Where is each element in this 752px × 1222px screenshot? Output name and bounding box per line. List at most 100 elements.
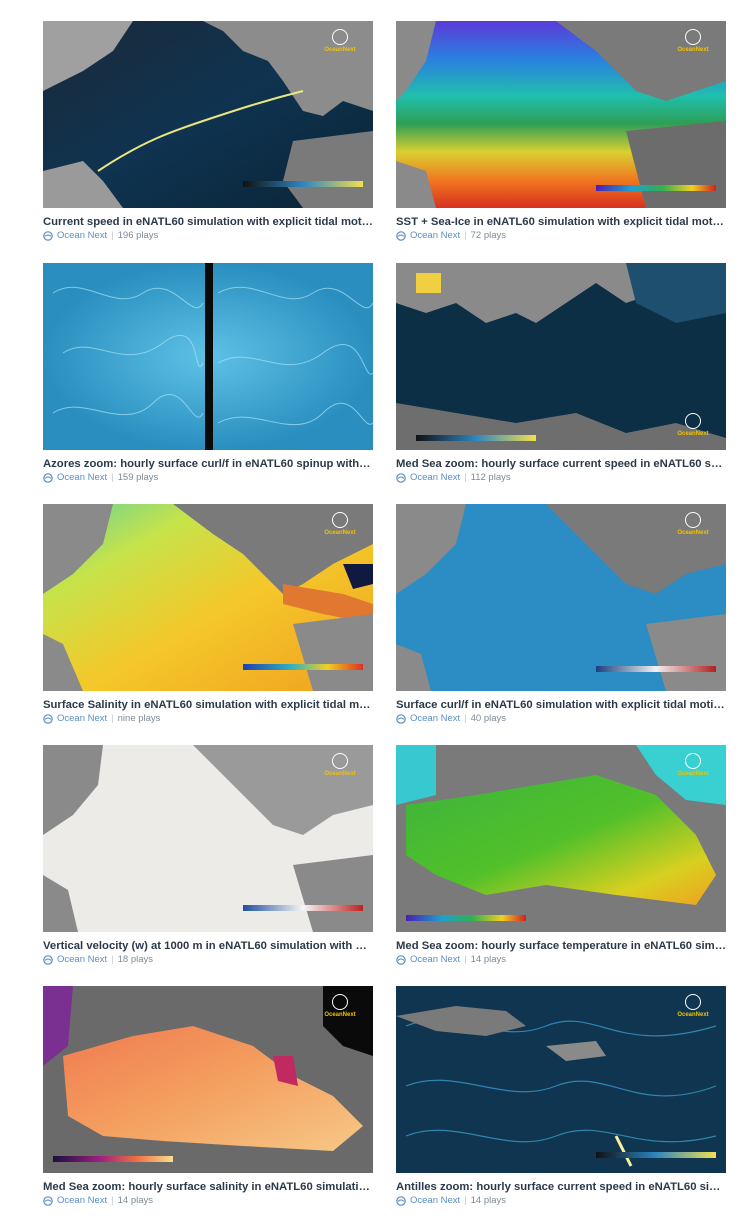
owner-link[interactable]: Ocean Next xyxy=(410,230,461,241)
logo-text: OceanNext xyxy=(677,530,709,536)
owner-link[interactable]: Ocean Next xyxy=(410,472,461,483)
play-count: 18 plays xyxy=(117,954,154,965)
video-thumbnail[interactable]: OceanNext xyxy=(43,745,373,932)
owner-link[interactable]: Ocean Next xyxy=(57,1195,108,1206)
play-count: 14 plays xyxy=(117,1195,154,1206)
ocean-next-avatar-icon xyxy=(43,473,53,483)
ocean-next-logo-icon: OceanNext xyxy=(670,512,716,536)
owner-link[interactable]: Ocean Next xyxy=(57,713,108,724)
video-card[interactable]: OceanNext Surface Salinity in eNATL60 si… xyxy=(43,504,373,725)
video-thumbnail-image xyxy=(43,21,373,208)
video-title[interactable]: Surface curl/f in eNATL60 simulation wit… xyxy=(396,699,726,711)
logo-text: OceanNext xyxy=(677,1012,709,1018)
video-thumbnail-image xyxy=(396,745,726,932)
video-thumbnail[interactable]: OceanNext xyxy=(396,986,726,1173)
video-thumbnail-image xyxy=(396,504,726,691)
play-count: 14 plays xyxy=(470,954,507,965)
ocean-next-avatar-icon xyxy=(396,1196,406,1206)
ocean-next-logo-icon: OceanNext xyxy=(317,994,363,1018)
video-meta: Ocean Next | nine plays xyxy=(43,713,373,725)
video-card[interactable]: OceanNext Med Sea zoom: hourly surface s… xyxy=(43,986,373,1207)
meta-separator: | xyxy=(111,472,114,483)
video-card[interactable]: OceanNext Current speed in eNATL60 simul… xyxy=(43,21,373,242)
ocean-next-logo-icon: OceanNext xyxy=(670,29,716,53)
video-title[interactable]: Current speed in eNATL60 simulation with… xyxy=(43,216,373,228)
owner-link[interactable]: Ocean Next xyxy=(57,230,108,241)
owner-link[interactable]: Ocean Next xyxy=(410,1195,461,1206)
logo-text: OceanNext xyxy=(324,1012,356,1018)
ocean-next-logo-icon: OceanNext xyxy=(317,29,363,53)
video-meta: Ocean Next | 40 plays xyxy=(396,713,726,725)
owner-link[interactable]: Ocean Next xyxy=(57,472,108,483)
video-thumbnail-image xyxy=(43,745,373,932)
logo-text: OceanNext xyxy=(324,47,356,53)
logo-text: OceanNext xyxy=(677,47,709,53)
ocean-next-logo-icon: OceanNext xyxy=(317,512,363,536)
ocean-next-avatar-icon xyxy=(396,714,406,724)
video-card[interactable]: OceanNext Med Sea zoom: hourly surface c… xyxy=(396,263,726,484)
video-title[interactable]: Antilles zoom: hourly surface current sp… xyxy=(396,1181,726,1193)
meta-separator: | xyxy=(464,230,467,241)
play-count: 72 plays xyxy=(470,230,507,241)
play-count: 40 plays xyxy=(470,713,507,724)
video-thumbnail-image xyxy=(43,504,373,691)
play-count: 196 plays xyxy=(117,230,159,241)
video-card[interactable]: Azores zoom: hourly surface curl/f in eN… xyxy=(43,263,373,484)
ocean-next-avatar-icon xyxy=(396,231,406,241)
video-card[interactable]: OceanNext Antilles zoom: hourly surface … xyxy=(396,986,726,1207)
meta-separator: | xyxy=(464,1195,467,1206)
video-thumbnail-image xyxy=(396,986,726,1173)
video-meta: Ocean Next | 18 plays xyxy=(43,954,373,966)
video-title[interactable]: Med Sea zoom: hourly surface temperature… xyxy=(396,940,726,952)
video-thumbnail[interactable]: OceanNext xyxy=(43,504,373,691)
meta-separator: | xyxy=(111,954,114,965)
video-title[interactable]: Med Sea zoom: hourly surface current spe… xyxy=(396,458,726,470)
video-thumbnail[interactable]: OceanNext xyxy=(396,21,726,208)
meta-separator: | xyxy=(464,954,467,965)
owner-link[interactable]: Ocean Next xyxy=(410,713,461,724)
video-thumbnail[interactable] xyxy=(43,263,373,450)
ocean-next-logo-icon: OceanNext xyxy=(670,994,716,1018)
ocean-next-logo-icon: OceanNext xyxy=(670,413,716,437)
ocean-next-avatar-icon xyxy=(396,955,406,965)
video-thumbnail-image xyxy=(43,986,373,1173)
video-thumbnail[interactable]: OceanNext xyxy=(396,745,726,932)
meta-separator: | xyxy=(111,1195,114,1206)
video-meta: Ocean Next | 14 plays xyxy=(396,1195,726,1207)
video-title[interactable]: Vertical velocity (w) at 1000 m in eNATL… xyxy=(43,940,373,952)
logo-text: OceanNext xyxy=(324,771,356,777)
ocean-next-avatar-icon xyxy=(43,231,53,241)
video-thumbnail[interactable]: OceanNext xyxy=(43,986,373,1173)
ocean-next-avatar-icon xyxy=(43,955,53,965)
play-count: 159 plays xyxy=(117,472,159,483)
video-card[interactable]: OceanNext Med Sea zoom: hourly surface t… xyxy=(396,745,726,966)
ocean-next-logo-icon: OceanNext xyxy=(317,753,363,777)
video-meta: Ocean Next | 14 plays xyxy=(43,1195,373,1207)
video-title[interactable]: Surface Salinity in eNATL60 simulation w… xyxy=(43,699,373,711)
logo-text: OceanNext xyxy=(324,530,356,536)
play-count: 14 plays xyxy=(470,1195,507,1206)
video-title[interactable]: SST + Sea-Ice in eNATL60 simulation with… xyxy=(396,216,726,228)
logo-text: OceanNext xyxy=(677,771,709,777)
video-meta: Ocean Next | 112 plays xyxy=(396,472,726,484)
video-meta: Ocean Next | 14 plays xyxy=(396,954,726,966)
video-thumbnail[interactable]: OceanNext xyxy=(396,263,726,450)
video-meta: Ocean Next | 159 plays xyxy=(43,472,373,484)
video-card[interactable]: OceanNext Vertical velocity (w) at 1000 … xyxy=(43,745,373,966)
play-count: 112 plays xyxy=(470,472,511,483)
video-title[interactable]: Azores zoom: hourly surface curl/f in eN… xyxy=(43,458,373,470)
owner-link[interactable]: Ocean Next xyxy=(410,954,461,965)
owner-link[interactable]: Ocean Next xyxy=(57,954,108,965)
video-card[interactable]: OceanNext SST + Sea-Ice in eNATL60 simul… xyxy=(396,21,726,242)
meta-separator: | xyxy=(464,713,467,724)
video-thumbnail-image xyxy=(396,263,726,450)
video-title[interactable]: Med Sea zoom: hourly surface salinity in… xyxy=(43,1181,373,1193)
video-meta: Ocean Next | 72 plays xyxy=(396,230,726,242)
meta-separator: | xyxy=(111,713,114,724)
ocean-next-logo-icon: OceanNext xyxy=(670,753,716,777)
video-card[interactable]: OceanNext Surface curl/f in eNATL60 simu… xyxy=(396,504,726,725)
video-thumbnail[interactable]: OceanNext xyxy=(43,21,373,208)
ocean-next-avatar-icon xyxy=(396,473,406,483)
video-thumbnail-image xyxy=(396,21,726,208)
video-thumbnail[interactable]: OceanNext xyxy=(396,504,726,691)
